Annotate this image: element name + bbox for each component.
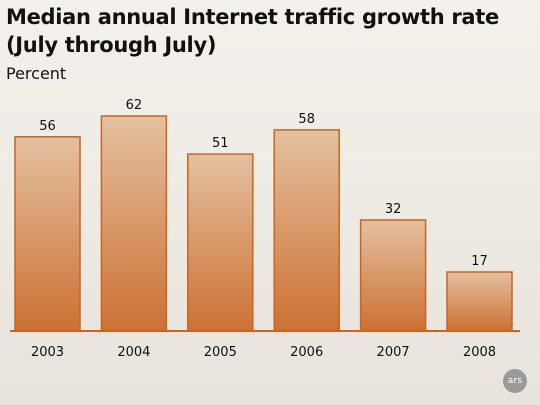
y-axis-label: Percent (6, 64, 67, 83)
x-tick-label-2007: 2007 (377, 345, 410, 360)
value-labels-group: 56 62 51 58 32 17 (39, 98, 488, 269)
bar-2005 (187, 153, 254, 332)
bar-2007 (359, 219, 427, 332)
x-tick-label-2005: 2005 (204, 345, 237, 360)
ars-logo-badge: ars (503, 369, 527, 393)
bar-2004 (100, 115, 168, 332)
x-tick-label-2003: 2003 (31, 345, 64, 360)
x-tick-label-2008: 2008 (463, 345, 496, 360)
chart-title: Median annual Internet traffic growth ra… (6, 5, 499, 57)
x-tick-label-2004: 2004 (117, 345, 150, 360)
bar-2003 (14, 136, 81, 332)
value-label-2003: 56 (39, 119, 56, 134)
x-tick-labels-group: 2003 2004 2005 2006 2007 2008 (31, 345, 496, 360)
bar-2008 (446, 271, 513, 332)
value-label-2006: 58 (298, 112, 315, 127)
value-label-2004: 62 (126, 98, 143, 113)
bars-group (14, 115, 513, 332)
bar-2006 (273, 129, 340, 332)
value-label-2005: 51 (212, 136, 229, 151)
x-tick-label-2006: 2006 (290, 345, 323, 360)
value-label-2008: 17 (471, 254, 488, 269)
value-label-2007: 32 (385, 202, 402, 217)
